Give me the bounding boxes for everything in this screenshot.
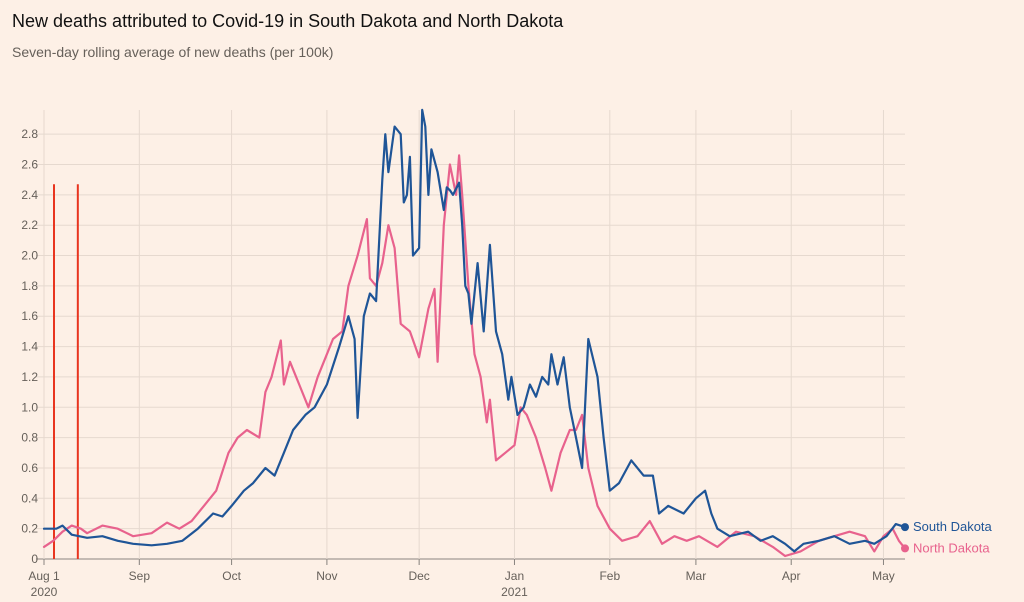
x-tick-label: Nov xyxy=(316,569,337,583)
series-label-south-dakota: South Dakota xyxy=(913,519,993,534)
x-tick-label: Jan xyxy=(505,569,524,583)
y-tick-label: 0.2 xyxy=(21,522,38,536)
y-tick-label: 1.6 xyxy=(21,309,38,323)
series-labels: North Dakota South Dakota xyxy=(913,519,993,555)
x-tick-label: Feb xyxy=(599,569,620,583)
y-tick-label: 0.4 xyxy=(21,491,38,505)
y-tick-label: 1.0 xyxy=(21,400,38,414)
chart-title: New deaths attributed to Covid-19 in Sou… xyxy=(12,11,564,31)
series-label-north-dakota: North Dakota xyxy=(913,540,990,555)
x-tick-label: Dec xyxy=(408,569,429,583)
x-tick-year: 2021 xyxy=(501,585,528,599)
series-endpoint-north-dakota xyxy=(901,544,909,553)
x-tick-label: May xyxy=(872,569,895,583)
x-tick-label: Mar xyxy=(686,569,707,583)
y-tick-label: 2.4 xyxy=(21,188,38,202)
x-tick-year: 2020 xyxy=(31,585,58,599)
series-line-north-dakota xyxy=(42,154,907,558)
y-tick-label: 2.6 xyxy=(21,158,38,172)
x-tick-label: Sep xyxy=(129,569,151,583)
y-tick-label: 2.8 xyxy=(21,127,38,141)
x-tick-label: Aug 1 xyxy=(28,569,60,583)
series-endpoint-south-dakota xyxy=(901,523,909,532)
event-markers xyxy=(53,184,79,559)
gridlines xyxy=(36,110,905,565)
y-tick-label: 0.8 xyxy=(21,431,38,445)
y-tick-label: 1.4 xyxy=(21,340,38,354)
series-lines xyxy=(42,108,909,558)
y-tick-label: 2.0 xyxy=(21,249,38,263)
y-tick-label: 0 xyxy=(31,552,38,566)
y-tick-label: 2.2 xyxy=(21,218,38,232)
y-tick-label: 1.8 xyxy=(21,279,38,293)
y-tick-label: 0.6 xyxy=(21,461,38,475)
x-tick-label: Apr xyxy=(782,569,801,583)
y-tick-label: 1.2 xyxy=(21,370,38,384)
x-axis-ticks: Aug 1 2020 Sep Oct Nov Dec Jan 2021 Feb Mar Apr May xyxy=(28,559,895,599)
chart-subtitle: Seven-day rolling average of new deaths … xyxy=(12,44,334,60)
y-axis-ticks: 0 0.2 0.4 0.6 0.8 1.0 1.2 1.4 1.6 1.8 2.0 2.2 2.4 2.6… xyxy=(21,127,38,566)
series-line-south-dakota xyxy=(42,108,907,553)
x-tick-label: Oct xyxy=(222,569,241,583)
